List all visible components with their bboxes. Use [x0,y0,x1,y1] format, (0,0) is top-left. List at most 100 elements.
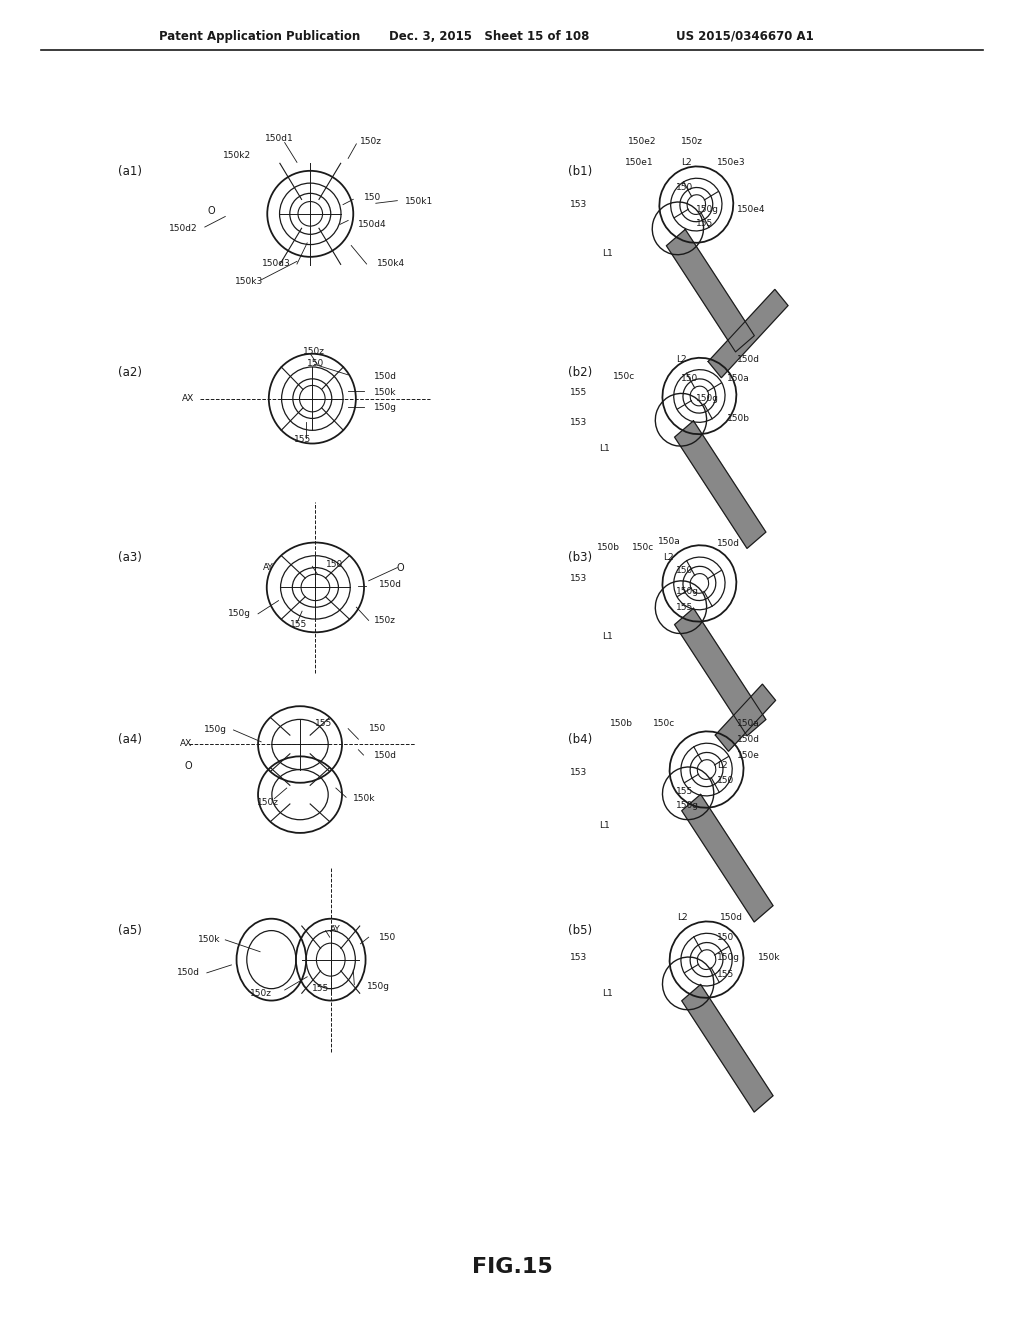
Text: 150z: 150z [250,990,272,998]
Text: 150z: 150z [257,799,280,807]
Text: 155: 155 [717,970,734,978]
Polygon shape [667,230,755,352]
Text: (b2): (b2) [568,366,593,379]
Text: 150z: 150z [303,347,325,355]
Text: (a5): (a5) [118,924,141,937]
Text: 150e1: 150e1 [625,158,653,166]
Text: 155: 155 [696,219,714,227]
Text: O: O [397,562,404,573]
Text: 150g: 150g [367,982,389,990]
Text: L2: L2 [681,158,691,166]
Text: 155: 155 [676,603,693,611]
Text: 150g: 150g [205,726,227,734]
Text: 150e4: 150e4 [737,206,766,214]
Text: 150g: 150g [717,953,739,961]
Text: 150z: 150z [681,137,702,145]
Text: 155: 155 [570,388,588,396]
Text: L2: L2 [717,762,727,770]
Text: 150: 150 [369,725,386,733]
Text: 150e3: 150e3 [717,158,745,166]
Text: 150a: 150a [727,375,750,383]
Polygon shape [716,684,775,751]
Text: 150k: 150k [374,388,396,396]
Text: 150k4: 150k4 [377,260,404,268]
Text: 150b: 150b [610,719,633,727]
Text: 150k1: 150k1 [404,198,433,206]
Text: AY: AY [263,564,273,572]
Text: O: O [185,760,193,771]
Text: 150b: 150b [727,414,750,422]
Text: 155: 155 [676,788,693,796]
Text: 150g: 150g [676,587,698,595]
Text: L1: L1 [602,990,612,998]
Text: 150e: 150e [737,751,760,759]
Polygon shape [682,985,773,1111]
Text: 150: 150 [379,933,396,941]
Text: L2: L2 [677,913,687,921]
Text: 150d: 150d [717,540,739,548]
Text: 150z: 150z [360,137,382,145]
Text: (b5): (b5) [568,924,593,937]
Text: 150k: 150k [353,795,376,803]
Text: 150a: 150a [658,537,681,545]
Text: 150d2: 150d2 [169,224,198,232]
Text: 153: 153 [570,418,588,426]
Text: 150d: 150d [177,969,200,977]
Text: L1: L1 [599,445,609,453]
Text: 153: 153 [570,201,588,209]
Text: 150: 150 [364,194,381,202]
Text: L2: L2 [664,553,674,561]
Text: 150e2: 150e2 [628,137,656,145]
Polygon shape [675,421,766,548]
Text: AX: AX [180,739,193,747]
Text: 150d1: 150d1 [265,135,294,143]
Text: 150d: 150d [374,372,396,380]
Text: 150c: 150c [612,372,635,380]
Text: (b4): (b4) [568,733,593,746]
Text: (a4): (a4) [118,733,141,746]
Text: Patent Application Publication: Patent Application Publication [159,30,360,42]
Text: AX: AX [182,395,195,403]
Text: 150g: 150g [696,206,719,214]
Polygon shape [709,289,788,378]
Text: 150d3: 150d3 [262,260,291,268]
Text: Dec. 3, 2015   Sheet 15 of 108: Dec. 3, 2015 Sheet 15 of 108 [389,30,590,42]
Text: L1: L1 [602,249,612,257]
Text: 150d: 150d [379,581,401,589]
Text: 150: 150 [326,561,343,569]
Text: (b3): (b3) [568,550,593,564]
Text: 150: 150 [307,359,325,367]
Text: 150b: 150b [597,544,620,552]
Text: 155: 155 [312,985,330,993]
Text: (a2): (a2) [118,366,141,379]
Polygon shape [675,609,766,735]
Text: US 2015/0346670 A1: US 2015/0346670 A1 [676,30,814,42]
Text: 150g: 150g [374,404,396,412]
Text: 150d: 150d [737,355,760,363]
Text: 150: 150 [717,933,734,941]
Text: (a3): (a3) [118,550,141,564]
Text: 150g: 150g [696,395,719,403]
Text: 150k2: 150k2 [223,152,251,160]
Text: 150k: 150k [758,953,780,961]
Text: 150z: 150z [374,616,395,624]
Polygon shape [682,795,773,921]
Text: 150d: 150d [737,735,760,743]
Text: 150c: 150c [653,719,676,727]
Text: 155: 155 [290,620,307,628]
Text: 150d: 150d [374,751,396,759]
Text: 150c: 150c [632,544,654,552]
Text: 155: 155 [315,719,332,727]
Text: 150d: 150d [720,913,742,921]
Text: AY: AY [330,925,340,933]
Text: O: O [208,206,215,216]
Text: L1: L1 [599,821,609,829]
Text: (b1): (b1) [568,165,593,178]
Text: 153: 153 [570,574,588,582]
Text: 150: 150 [717,776,734,784]
Text: FIG.15: FIG.15 [472,1257,552,1278]
Text: 150a: 150a [737,719,760,727]
Text: 150k3: 150k3 [234,277,263,285]
Text: 150d4: 150d4 [358,220,387,228]
Text: 155: 155 [294,436,310,444]
